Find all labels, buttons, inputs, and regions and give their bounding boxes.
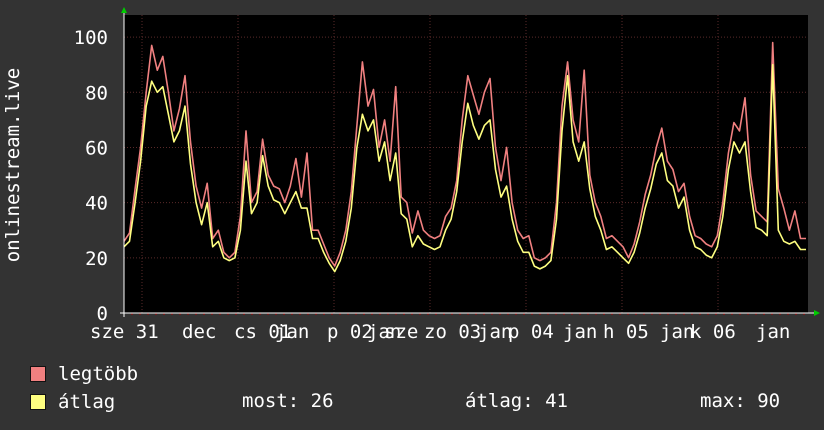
x-tick-label: jan — [756, 321, 790, 343]
y-tick-label: 60 — [85, 137, 108, 159]
y-axis-arrow — [121, 7, 127, 13]
stat-current: most: 26 — [242, 390, 334, 412]
x-tick-label: cs 01 — [234, 321, 291, 343]
y-axis-label-text: onlinestream.live — [2, 67, 24, 263]
y-axis-label: onlinestream.live — [0, 0, 26, 330]
legend-label-max: legtöbb — [58, 363, 139, 385]
stat-max-value: 90 — [757, 390, 781, 412]
x-tick-label: jan — [478, 321, 512, 343]
legend-item-max: legtöbb — [30, 363, 138, 385]
series-line-max — [123, 41, 806, 267]
stat-average-value: 41 — [545, 390, 568, 412]
x-axis-arrow — [814, 310, 820, 316]
x-tick-label: zo 03 — [424, 321, 481, 343]
stat-average-label: átlag: — [465, 390, 534, 412]
series-line-average — [123, 63, 806, 273]
x-tick-label: dec — [182, 321, 216, 343]
series-lines — [123, 41, 806, 273]
stat-average: átlag: 41 — [465, 390, 568, 412]
stat-max: max: 90 — [700, 390, 780, 412]
x-tick-label: jan — [660, 321, 694, 343]
legend-label-avg: átlag — [58, 391, 116, 413]
y-tick-label: 40 — [85, 193, 108, 215]
x-tick-label: h 05 — [603, 321, 649, 343]
x-tick-label: p 02 — [327, 321, 373, 343]
stat-current-value: 26 — [310, 390, 334, 412]
x-tick-label: k 06 — [690, 321, 736, 343]
legend-swatch-max — [30, 366, 46, 382]
x-tick-label: jan — [367, 321, 401, 343]
y-tick-label: 20 — [85, 248, 108, 270]
x-tick-label: p 04 — [508, 321, 554, 343]
x-tick-label: jan — [563, 321, 597, 343]
y-tick-label: 100 — [74, 27, 108, 49]
stat-current-label: most: — [242, 390, 300, 412]
x-tick-label: sze — [384, 321, 418, 343]
x-tick-label: jan — [275, 321, 309, 343]
y-tick-label: 80 — [85, 82, 108, 104]
plot-area — [124, 15, 808, 313]
x-tick-label: sze 31 — [90, 321, 159, 343]
y-tick-labels: 0 20 40 60 80 100 — [74, 27, 108, 325]
stat-max-label: max: — [700, 390, 746, 412]
legend-item-avg: átlag — [30, 391, 115, 413]
legend-swatch-avg — [30, 394, 46, 410]
y-tick-label: 0 — [97, 303, 108, 325]
